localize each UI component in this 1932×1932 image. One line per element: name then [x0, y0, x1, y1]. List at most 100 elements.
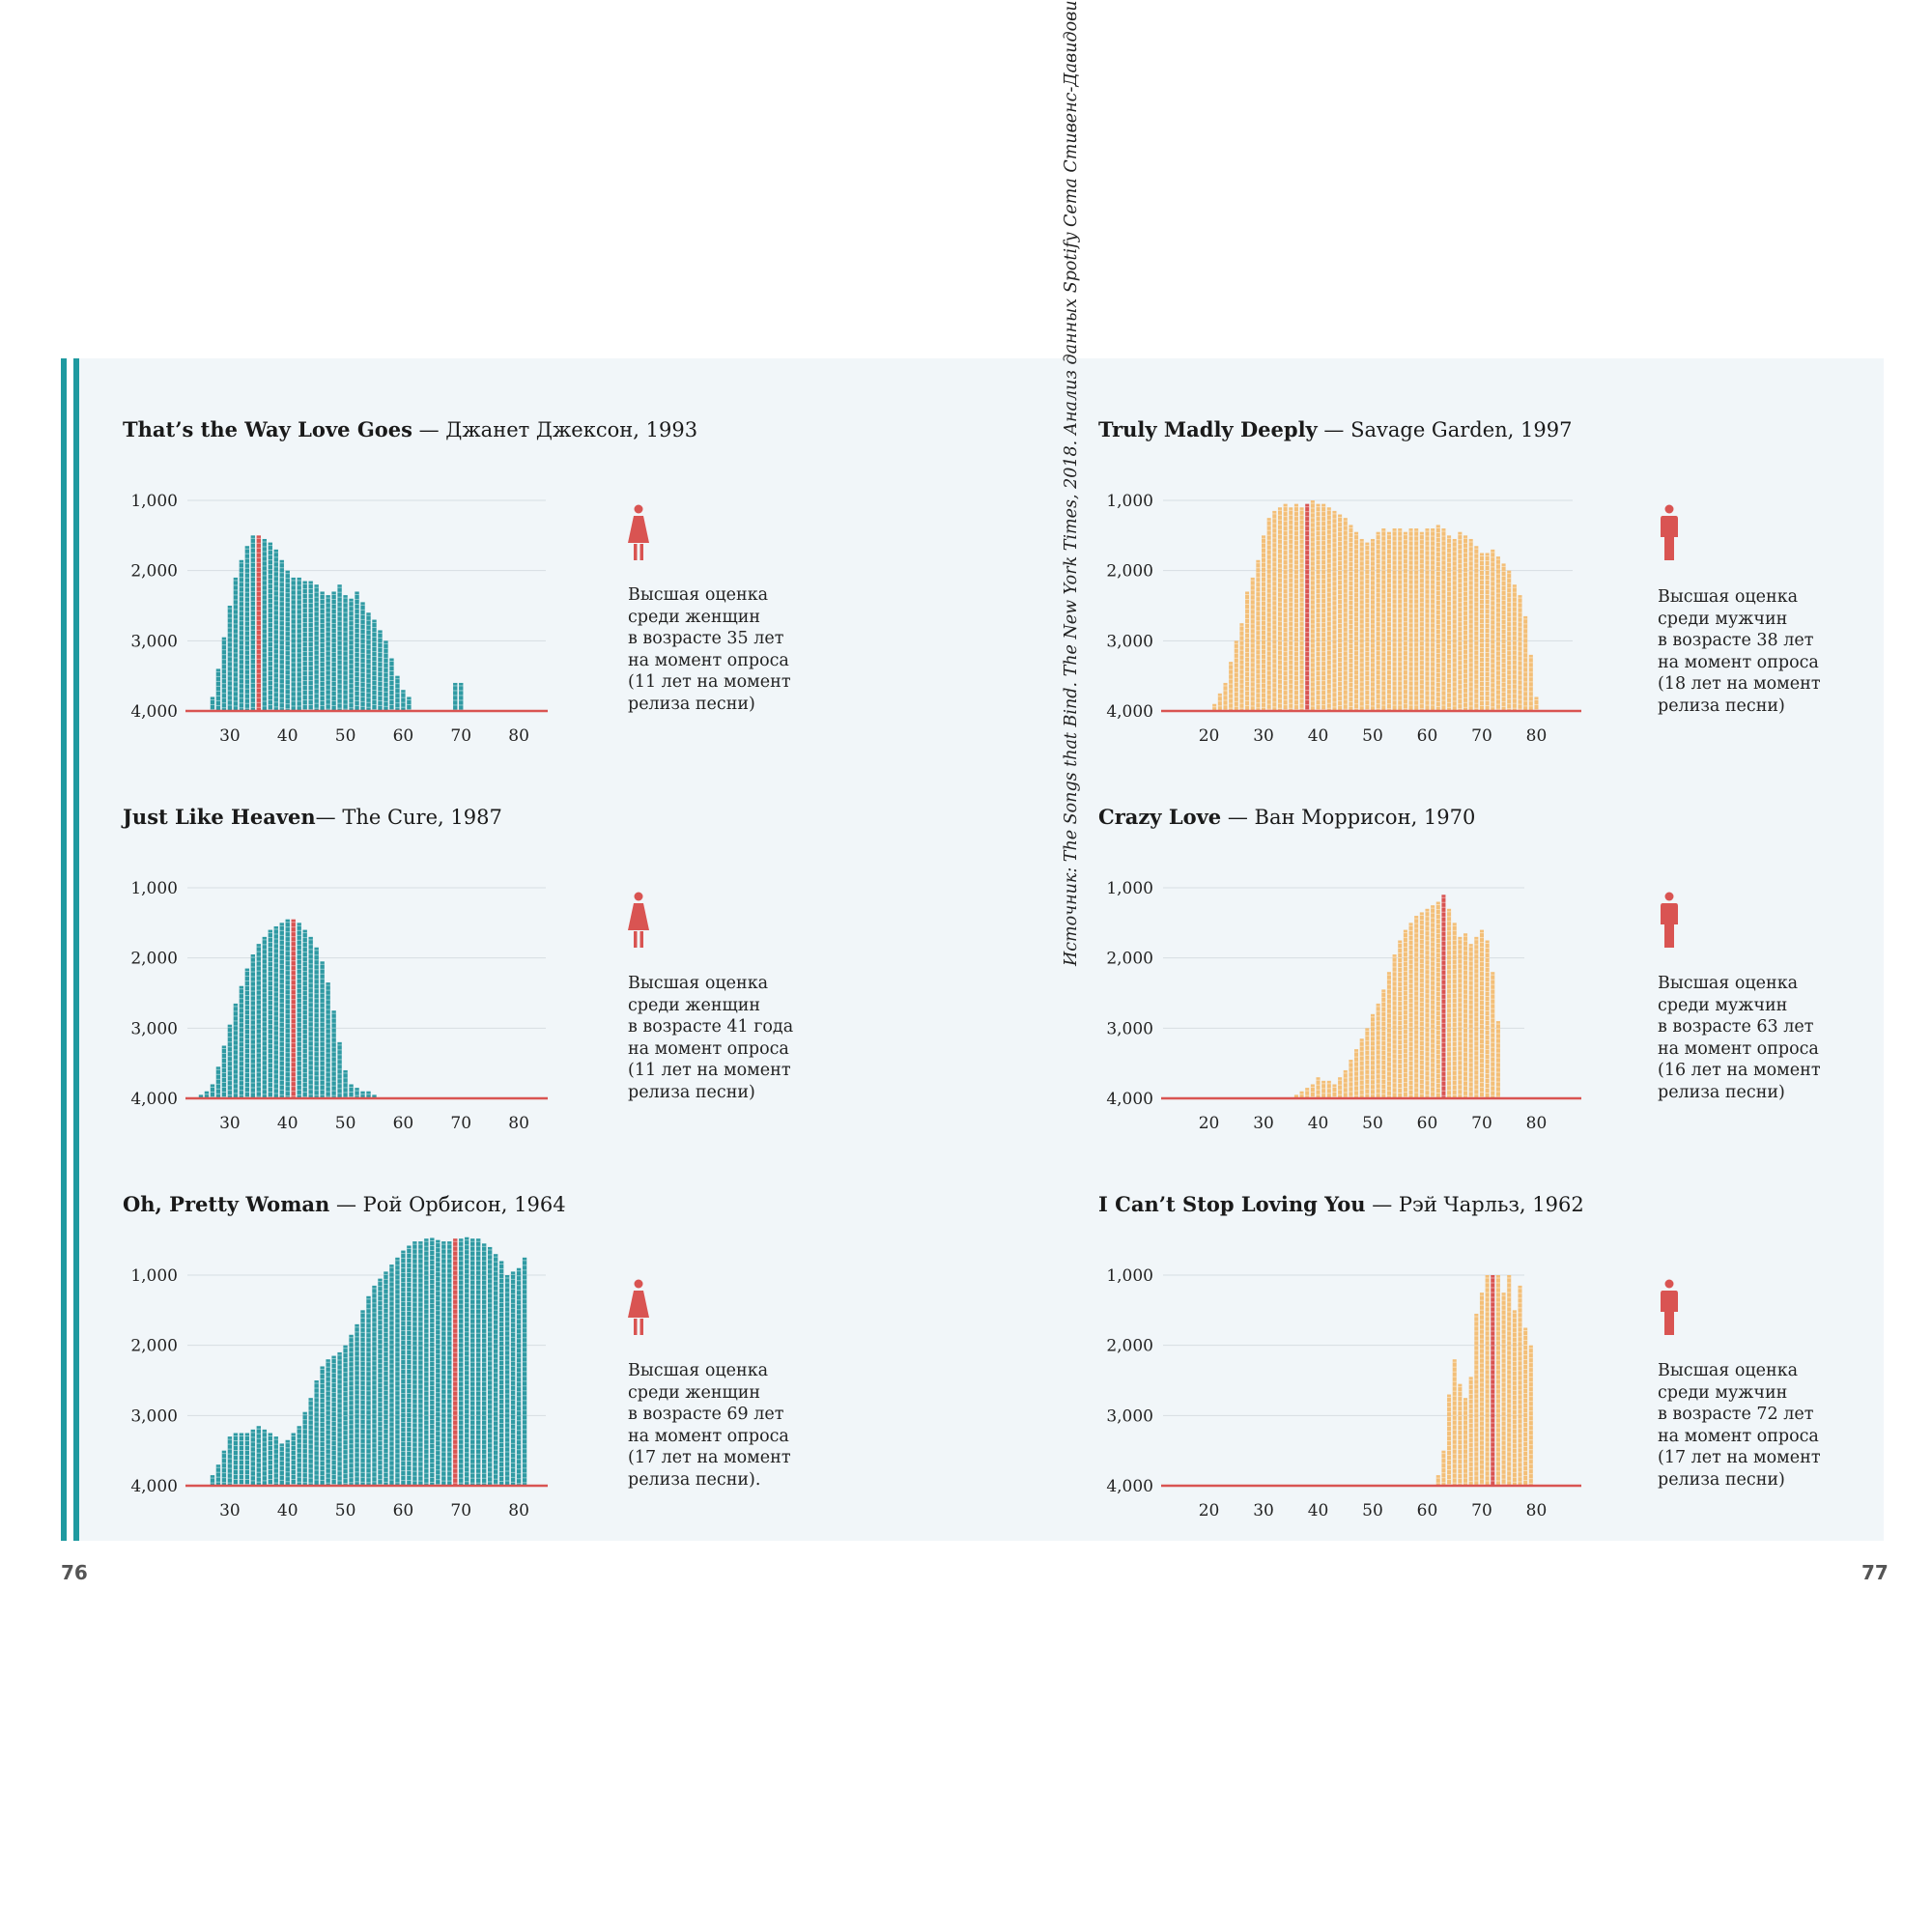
y-tick-label: 4,000 — [130, 1090, 178, 1109]
bar — [297, 923, 301, 1098]
bar — [256, 944, 262, 1098]
bar — [476, 1238, 481, 1486]
female-figure-icon — [628, 504, 649, 560]
artist-year: — Savage Garden, 1997 — [1317, 418, 1573, 441]
bar — [384, 640, 388, 711]
x-tick-label: 70 — [450, 1501, 471, 1520]
bar — [378, 630, 383, 711]
bar — [215, 1066, 221, 1098]
peak-bar — [291, 919, 296, 1098]
x-tick-label: 80 — [508, 1501, 529, 1520]
x-tick-label: 40 — [277, 1501, 298, 1520]
bar — [1359, 538, 1364, 711]
x-tick-label: 50 — [335, 1114, 356, 1133]
bar — [227, 1024, 233, 1098]
bar — [285, 1439, 290, 1486]
bar — [1365, 542, 1370, 711]
bar — [1223, 682, 1228, 711]
bar — [407, 1245, 412, 1486]
x-tick-label: 80 — [508, 726, 529, 746]
bar — [1283, 503, 1288, 711]
bar — [1229, 662, 1234, 711]
y-tick-label: 1,000 — [130, 492, 178, 511]
bar — [384, 1271, 388, 1486]
bar — [204, 1091, 210, 1098]
bar — [1262, 535, 1266, 711]
chart-3: 1,000 2,000 3,000 4,000 30 40 50 60 70 80 — [130, 1236, 548, 1520]
bar — [401, 1250, 406, 1486]
bar — [285, 570, 290, 711]
bar — [279, 559, 284, 711]
bar — [326, 595, 330, 711]
bar — [407, 696, 412, 711]
chart-note-1: Высшая оценка среди женщин в возрасте 35 л… — [628, 585, 791, 714]
bar — [233, 1003, 239, 1098]
y-tick-label: 4,000 — [1106, 702, 1153, 722]
bar — [273, 549, 278, 711]
left-edge-stripe — [61, 358, 67, 1541]
bar — [239, 1433, 244, 1486]
x-tick-label: 60 — [393, 726, 414, 746]
bar — [1321, 503, 1326, 711]
bar — [1217, 693, 1222, 711]
bar — [516, 1267, 522, 1486]
bar — [285, 919, 290, 1098]
female-figure-icon — [628, 892, 649, 948]
x-tick-label: 70 — [450, 726, 471, 746]
artist-year: — Джанет Джексон, 1993 — [412, 418, 698, 441]
bar — [360, 602, 365, 711]
peak-bar — [256, 535, 262, 711]
bar — [331, 1355, 336, 1486]
y-tick-label: 2,000 — [130, 1337, 178, 1356]
bar — [314, 947, 319, 1098]
bar — [1408, 528, 1413, 711]
bar — [1431, 528, 1435, 711]
bar — [366, 612, 371, 711]
y-tick-label: 3,000 — [130, 632, 178, 651]
bar — [498, 1261, 504, 1486]
bar — [1289, 507, 1293, 711]
bar — [320, 961, 325, 1098]
bar — [337, 584, 342, 711]
y-tick-label: 2,000 — [1106, 562, 1153, 582]
bar — [510, 1271, 516, 1486]
bar — [366, 1295, 371, 1486]
bar — [308, 581, 313, 711]
chart-note-2: Высшая оценка среди женщин в возрасте 41 г… — [628, 974, 794, 1102]
bar — [273, 1436, 278, 1486]
bar — [1458, 531, 1463, 711]
bar — [314, 1380, 319, 1486]
y-tick-label: 4,000 — [130, 702, 178, 722]
bar — [326, 982, 330, 1098]
bar — [343, 595, 348, 711]
bar — [262, 936, 267, 1098]
bar — [244, 1433, 250, 1486]
bar — [291, 577, 296, 711]
bar — [221, 1045, 227, 1098]
bar — [1245, 591, 1250, 711]
bar — [395, 1257, 400, 1486]
bar — [436, 1239, 440, 1486]
x-tick-label: 60 — [393, 1501, 414, 1520]
bar — [256, 1426, 262, 1486]
bar — [239, 985, 244, 1098]
bar — [430, 1237, 435, 1486]
bar — [320, 1366, 325, 1486]
y-tick-label: 1,000 — [130, 1266, 178, 1286]
bar — [337, 1041, 342, 1098]
x-tick-label: 30 — [219, 1501, 241, 1520]
y-tick-label: 1,000 — [1106, 492, 1153, 511]
bar — [233, 1433, 239, 1486]
bar — [1316, 503, 1321, 711]
bar — [504, 1275, 510, 1486]
bar — [1419, 531, 1424, 711]
bar — [447, 1241, 452, 1486]
bar — [279, 923, 284, 1098]
bar — [337, 1351, 342, 1486]
bar — [412, 1241, 417, 1486]
chart-title: That’s the Way Love Goes — Джанет Джексо… — [123, 417, 697, 441]
bar — [418, 1241, 423, 1486]
bar — [1414, 528, 1419, 711]
song-title: Truly Madly Deeply — [1098, 417, 1318, 441]
